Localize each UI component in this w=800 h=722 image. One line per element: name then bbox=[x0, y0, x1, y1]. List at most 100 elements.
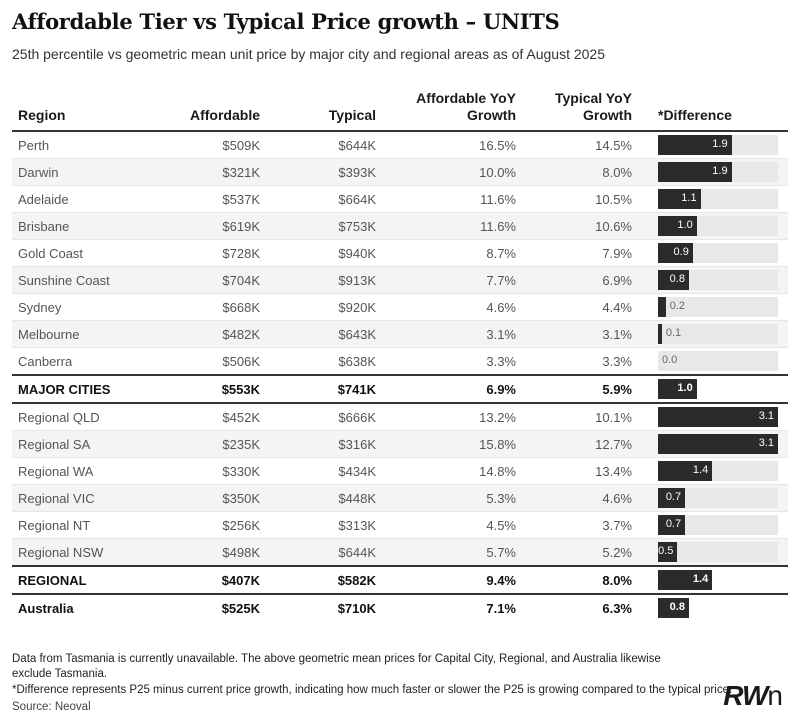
region-cell: Gold Coast bbox=[12, 239, 158, 267]
difference-bar bbox=[658, 461, 713, 481]
typical-cell: $940K bbox=[264, 239, 380, 267]
difference-bar-track: 0.7 bbox=[658, 488, 778, 508]
difference-cell: 1.9 bbox=[636, 158, 788, 186]
affordable-cell: $537K bbox=[158, 185, 264, 213]
typical-cell: $313K bbox=[264, 511, 380, 539]
region-cell: Regional SA bbox=[12, 430, 158, 458]
difference-cell: 1.4 bbox=[636, 457, 788, 485]
affordable-cell: $350K bbox=[158, 484, 264, 512]
difference-cell: 0.9 bbox=[636, 239, 788, 267]
difference-cell: 0.7 bbox=[636, 511, 788, 539]
region-cell: Sunshine Coast bbox=[12, 266, 158, 294]
region-cell: Brisbane bbox=[12, 212, 158, 240]
difference-bar-track: 1.0 bbox=[658, 216, 778, 236]
difference-cell: 0.1 bbox=[636, 320, 788, 348]
table-row: Regional WA $330K $434K 14.8% 13.4% 1.4 bbox=[12, 457, 788, 485]
difference-bar bbox=[658, 270, 689, 290]
difference-bar-label: 0.8 bbox=[669, 273, 685, 285]
typical-cell: $664K bbox=[264, 185, 380, 213]
difference-bar-track: 3.1 bbox=[658, 434, 778, 454]
affordable-growth-cell: 11.6% bbox=[380, 212, 520, 240]
region-cell: Melbourne bbox=[12, 320, 158, 348]
difference-bar-track: 0.9 bbox=[658, 243, 778, 263]
difference-bar bbox=[658, 324, 662, 344]
table-row: Sunshine Coast $704K $913K 7.7% 6.9% 0.8 bbox=[12, 266, 788, 294]
chart-subtitle: 25th percentile vs geometric mean unit p… bbox=[12, 46, 605, 62]
affordable-cell: $498K bbox=[158, 538, 264, 567]
difference-bar-track: 0.8 bbox=[658, 598, 778, 618]
typical-cell: $710K bbox=[264, 593, 380, 621]
region-cell: Regional NSW bbox=[12, 538, 158, 567]
difference-cell: 3.1 bbox=[636, 430, 788, 458]
typical-growth-cell: 5.2% bbox=[520, 538, 636, 567]
table-row: Sydney $668K $920K 4.6% 4.4% 0.2 bbox=[12, 293, 788, 321]
difference-bar bbox=[658, 135, 732, 155]
typical-cell: $913K bbox=[264, 266, 380, 294]
difference-bar-track: 0.8 bbox=[658, 270, 778, 290]
affordable-growth-cell: 3.1% bbox=[380, 320, 520, 348]
typical-growth-cell: 5.9% bbox=[520, 374, 636, 404]
typical-growth-cell: 4.6% bbox=[520, 484, 636, 512]
region-cell: Regional QLD bbox=[12, 403, 158, 431]
difference-bar-track: 0.0 bbox=[658, 351, 778, 371]
typical-cell: $666K bbox=[264, 403, 380, 431]
region-cell: REGIONAL bbox=[12, 565, 158, 595]
region-cell: MAJOR CITIES bbox=[12, 374, 158, 404]
typical-growth-cell: 7.9% bbox=[520, 239, 636, 267]
affordable-cell: $235K bbox=[158, 430, 264, 458]
typical-cell: $643K bbox=[264, 320, 380, 348]
difference-bar bbox=[658, 542, 678, 562]
affordable-cell: $256K bbox=[158, 511, 264, 539]
difference-bar-label: 0.7 bbox=[665, 518, 682, 530]
typical-growth-cell: 12.7% bbox=[520, 430, 636, 458]
typical-growth-cell: 4.4% bbox=[520, 293, 636, 321]
region-cell: Adelaide bbox=[12, 185, 158, 213]
table-header-row: Region Affordable Typical Affordable YoY… bbox=[12, 90, 788, 131]
difference-cell: 0.8 bbox=[636, 266, 788, 294]
typical-growth-cell: 8.0% bbox=[520, 158, 636, 186]
affordable-cell: $619K bbox=[158, 212, 264, 240]
affordable-growth-cell: 3.3% bbox=[380, 347, 520, 376]
difference-bar-label: 0.9 bbox=[673, 246, 689, 258]
difference-bar-track: 0.5 bbox=[658, 542, 778, 562]
affordable-cell: $330K bbox=[158, 457, 264, 485]
header-affordable: Affordable bbox=[190, 107, 260, 123]
table-row: Regional NSW $498K $644K 5.7% 5.2% 0.5 bbox=[12, 538, 788, 567]
difference-bar-label: 1.9 bbox=[712, 165, 728, 177]
difference-cell: 0.8 bbox=[636, 593, 788, 621]
typical-growth-cell: 3.3% bbox=[520, 347, 636, 376]
footnote-difference: *Difference represents P25 minus current… bbox=[12, 684, 733, 696]
difference-bar-label: 0.2 bbox=[669, 300, 686, 312]
typical-growth-cell: 6.3% bbox=[520, 593, 636, 621]
affordable-cell: $482K bbox=[158, 320, 264, 348]
affordable-growth-cell: 7.7% bbox=[380, 266, 520, 294]
chart-title: Affordable Tier vs Typical Price growth … bbox=[12, 9, 560, 34]
affordable-cell: $704K bbox=[158, 266, 264, 294]
region-cell: Canberra bbox=[12, 347, 158, 376]
typical-cell: $393K bbox=[264, 158, 380, 186]
table-row: Perth $509K $644K 16.5% 14.5% 1.9 bbox=[12, 131, 788, 159]
typical-cell: $638K bbox=[264, 347, 380, 376]
affordable-growth-cell: 5.3% bbox=[380, 484, 520, 512]
difference-bar-label: 0.5 bbox=[658, 545, 674, 557]
table-row: Canberra $506K $638K 3.3% 3.3% 0.0 bbox=[12, 347, 788, 376]
typical-growth-cell: 13.4% bbox=[520, 457, 636, 485]
affordable-cell: $553K bbox=[158, 374, 264, 404]
typical-cell: $753K bbox=[264, 212, 380, 240]
header-affordable-growth: Affordable YoY Growth bbox=[416, 90, 516, 123]
difference-bar-track: 1.0 bbox=[658, 379, 778, 399]
summary-row: MAJOR CITIES $553K $741K 6.9% 5.9% 1.0 bbox=[12, 374, 788, 404]
typical-growth-cell: 10.1% bbox=[520, 403, 636, 431]
difference-bar bbox=[658, 243, 693, 263]
affordable-growth-cell: 15.8% bbox=[380, 430, 520, 458]
affordable-cell: $321K bbox=[158, 158, 264, 186]
summary-row: Australia $525K $710K 7.1% 6.3% 0.8 bbox=[12, 593, 788, 621]
table-row: Regional QLD $452K $666K 13.2% 10.1% 3.1 bbox=[12, 403, 788, 431]
region-cell: Darwin bbox=[12, 158, 158, 186]
source-note: Source: Neoval bbox=[12, 701, 91, 713]
typical-growth-cell: 14.5% bbox=[520, 131, 636, 159]
difference-bar-track: 1.1 bbox=[658, 189, 778, 209]
table-row: Darwin $321K $393K 10.0% 8.0% 1.9 bbox=[12, 158, 788, 186]
difference-bar bbox=[658, 297, 666, 317]
